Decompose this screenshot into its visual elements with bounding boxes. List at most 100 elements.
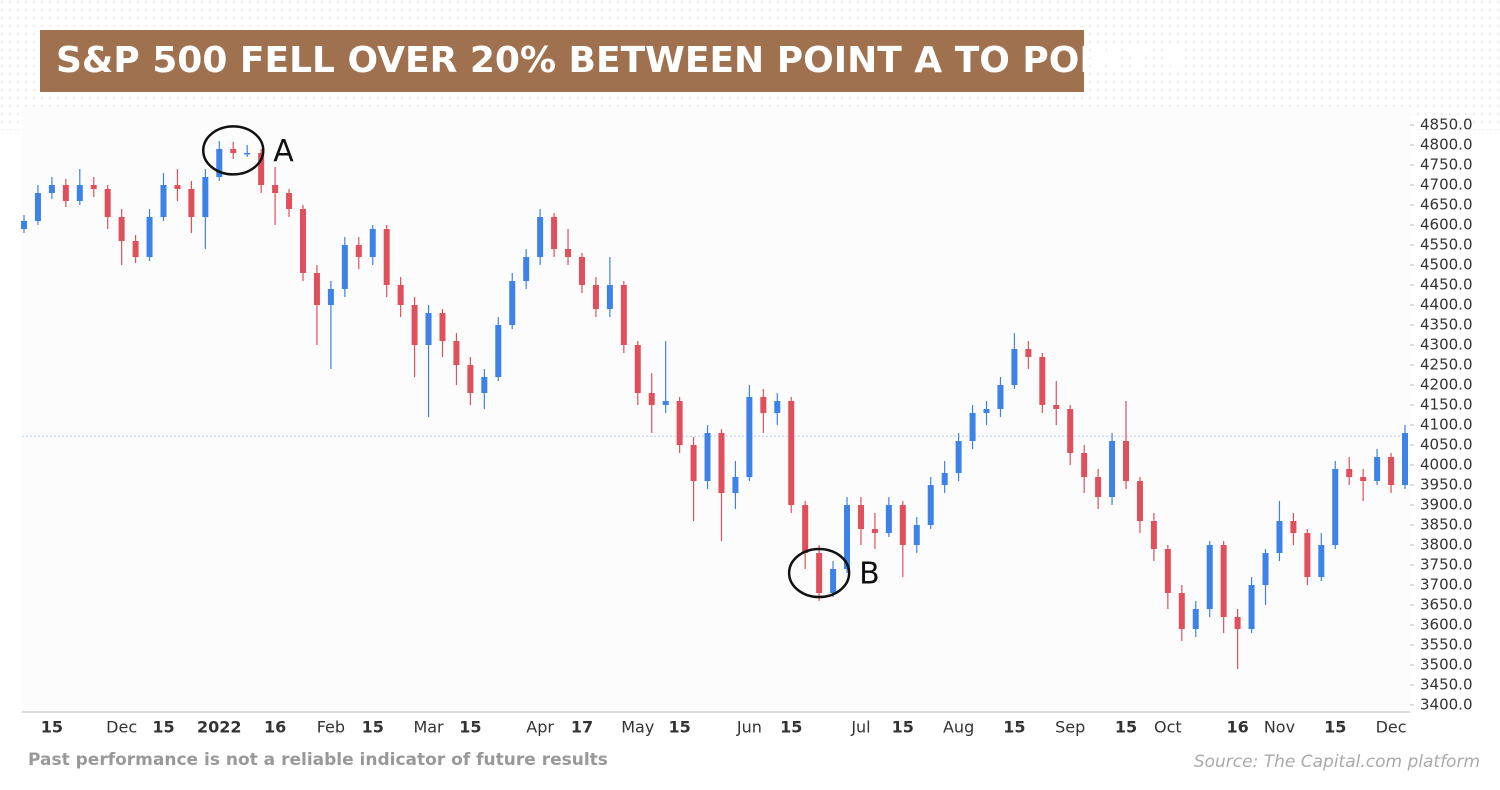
candle-body: [662, 401, 669, 405]
x-tick-label: 15: [892, 718, 914, 737]
candle-body: [397, 285, 404, 305]
y-tick-label: 4450.0: [1420, 276, 1473, 294]
candle-body: [760, 397, 767, 413]
candle-body: [690, 445, 697, 481]
candle-body: [1388, 457, 1395, 485]
candle-body: [272, 185, 279, 193]
candle-body: [1123, 441, 1130, 481]
x-tick-label: Sep: [1055, 718, 1085, 737]
candle-body: [327, 289, 334, 305]
candle-body: [258, 153, 265, 185]
y-tick-label: 4650.0: [1420, 196, 1473, 214]
candle-body: [913, 525, 920, 545]
y-tick-label: 3750.0: [1420, 556, 1473, 574]
candle-body: [537, 217, 544, 257]
candle-body: [1192, 609, 1199, 629]
candle-body: [383, 229, 390, 285]
candle-body: [118, 217, 125, 241]
x-tick-label: Dec: [106, 718, 137, 737]
chart-title: S&P 500 FELL OVER 20% BETWEEN POINT A TO…: [56, 40, 1187, 81]
y-tick-label: 3700.0: [1420, 576, 1473, 594]
y-tick-label: 4500.0: [1420, 256, 1473, 274]
candle-body: [1025, 349, 1032, 357]
candle-body: [34, 193, 41, 221]
y-tick-label: 4850.0: [1420, 116, 1473, 134]
candle-body: [523, 257, 530, 281]
x-tick-label: 15: [780, 718, 802, 737]
candle-body: [704, 433, 711, 481]
candle-body: [565, 249, 572, 257]
candle-body: [216, 149, 223, 177]
candle-body: [1136, 481, 1143, 521]
candle-body: [244, 153, 251, 155]
candle-body: [885, 505, 892, 533]
x-tick-label: Aug: [943, 718, 974, 737]
x-tick-label: Oct: [1154, 718, 1182, 737]
candle-body: [230, 149, 237, 153]
candle-body: [899, 505, 906, 545]
y-tick-label: 3850.0: [1420, 516, 1473, 534]
y-tick-label: 3600.0: [1420, 616, 1473, 634]
x-tick-label: Dec: [1376, 718, 1407, 737]
y-tick-label: 4100.0: [1420, 416, 1473, 434]
candle-body: [1150, 521, 1157, 549]
candle-body: [941, 473, 948, 485]
candle-body: [481, 377, 488, 393]
x-tick-label: 16: [264, 718, 286, 737]
y-tick-label: 4300.0: [1420, 336, 1473, 354]
x-tick-label: Apr: [526, 718, 554, 737]
candle-body: [202, 177, 209, 217]
candle-body: [286, 193, 293, 209]
candle-body: [1304, 533, 1311, 577]
candle-body: [160, 185, 167, 217]
candle-body: [188, 189, 195, 217]
candle-body: [746, 397, 753, 477]
annotation-label: B: [859, 557, 880, 592]
y-tick-label: 4700.0: [1420, 176, 1473, 194]
x-tick-label: Jun: [736, 718, 762, 737]
x-tick-label: 15: [668, 718, 690, 737]
candle-body: [1374, 457, 1381, 481]
y-tick-label: 3800.0: [1420, 536, 1473, 554]
annotation-label: A: [273, 134, 294, 169]
y-tick-label: 3900.0: [1420, 496, 1473, 514]
x-tick-label: 15: [459, 718, 481, 737]
candle-body: [425, 313, 432, 345]
candle-body: [90, 185, 97, 189]
candle-body: [495, 325, 502, 377]
candle-body: [21, 221, 27, 229]
y-tick-label: 4050.0: [1420, 436, 1473, 454]
candle-body: [927, 485, 934, 525]
candle-body: [983, 409, 990, 413]
candle-body: [788, 401, 795, 505]
candle-body: [1178, 593, 1185, 629]
candle-body: [676, 401, 683, 445]
candle-body: [1332, 469, 1339, 545]
candle-body: [341, 245, 348, 289]
candle-body: [1262, 553, 1269, 585]
candle-body: [844, 505, 851, 569]
x-tick-label: 15: [1324, 718, 1346, 737]
x-tick-label: 2022: [197, 718, 242, 737]
candle-body: [1081, 453, 1088, 477]
annotation-circle: [787, 547, 851, 599]
candle-body: [1248, 585, 1255, 629]
x-tick-label: Mar: [413, 718, 444, 737]
x-tick-label: Jul: [850, 718, 870, 737]
candle-body: [104, 189, 111, 217]
candle-body: [62, 185, 69, 201]
candle-body: [1234, 617, 1241, 629]
candle-body: [578, 257, 585, 285]
candle-body: [1346, 469, 1353, 477]
plot-area: [22, 108, 1410, 712]
candle-body: [955, 441, 962, 473]
candle-body: [355, 245, 362, 257]
x-tick-label: 15: [152, 718, 174, 737]
y-tick-label: 3550.0: [1420, 636, 1473, 654]
candle-body: [1220, 545, 1227, 617]
x-tick-label: 15: [1115, 718, 1137, 737]
candle-body: [1039, 357, 1046, 405]
y-tick-label: 3450.0: [1420, 676, 1473, 694]
y-tick-label: 4350.0: [1420, 316, 1473, 334]
